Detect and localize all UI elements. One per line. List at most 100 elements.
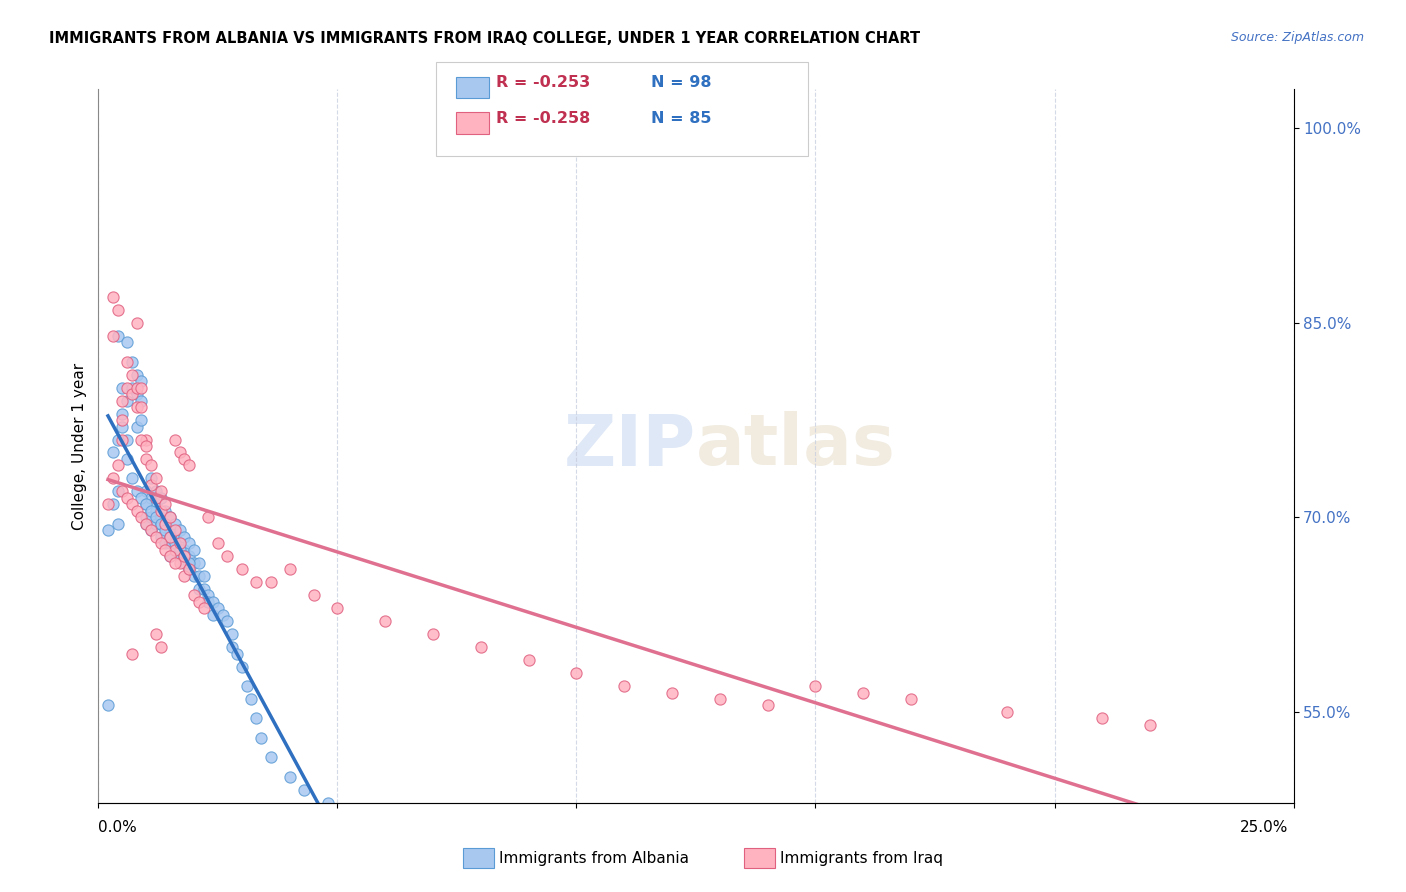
Point [121,471,143,485]
Point [145,510,167,524]
Point [211,607,233,622]
Point [163,530,186,544]
Point [245,575,267,590]
Point [145,627,167,641]
Point [159,510,181,524]
Point [145,497,167,511]
Point [139,524,162,538]
Point [756,698,779,713]
Point [316,796,339,810]
Point [111,381,134,395]
Y-axis label: College, Under 1 year: College, Under 1 year [72,362,87,530]
Point [278,770,301,784]
Point [135,497,157,511]
Point [202,595,225,609]
Point [111,433,134,447]
Text: R = -0.258: R = -0.258 [496,112,591,126]
Point [149,536,172,550]
Point [221,627,243,641]
Point [217,614,239,628]
Point [245,711,267,725]
Text: ZIP: ZIP [564,411,696,481]
Point [163,516,186,531]
Point [163,536,186,550]
Point [259,575,281,590]
Point [149,516,172,531]
Point [183,588,205,602]
Point [187,556,209,570]
Point [131,491,153,505]
Point [193,601,215,615]
Point [149,504,172,518]
Point [115,452,138,467]
Point [278,562,301,576]
Point [145,504,167,518]
Point [250,731,273,745]
Point [900,692,922,706]
Point [125,387,148,401]
Point [197,595,219,609]
Point [125,368,148,382]
Point [131,433,153,447]
Point [221,640,243,654]
Point [193,568,215,582]
Point [131,400,153,414]
Point [131,510,153,524]
Point [169,556,191,570]
Point [125,381,148,395]
Text: IMMIGRANTS FROM ALBANIA VS IMMIGRANTS FROM IRAQ COLLEGE, UNDER 1 YEAR CORRELATIO: IMMIGRANTS FROM ALBANIA VS IMMIGRANTS FR… [49,31,921,46]
Point [107,433,129,447]
Point [207,536,229,550]
Point [235,679,257,693]
Point [107,302,129,317]
Point [155,536,177,550]
Point [187,595,209,609]
Point [139,524,162,538]
Point [115,393,138,408]
Point [121,354,143,368]
Point [183,542,205,557]
Point [107,484,129,499]
Point [145,471,167,485]
Point [135,516,157,531]
Point [145,491,167,505]
Point [125,400,148,414]
Point [179,536,201,550]
Point [470,640,492,654]
Point [173,542,195,557]
Point [187,582,209,596]
Point [173,452,195,467]
Point [139,478,162,492]
Point [155,497,177,511]
Point [139,471,162,485]
Point [207,601,229,615]
Text: atlas: atlas [696,411,896,481]
Point [804,679,827,693]
Point [121,368,143,382]
Point [131,393,153,408]
Point [517,653,540,667]
Point [1091,711,1114,725]
Point [169,549,191,564]
Point [709,692,731,706]
Point [145,530,167,544]
Point [159,549,181,564]
Text: 25.0%: 25.0% [1240,821,1288,835]
Point [139,458,162,473]
Point [135,433,157,447]
Point [111,419,134,434]
Point [183,556,205,570]
Point [1139,718,1161,732]
Point [159,530,181,544]
Point [202,607,225,622]
Point [135,452,157,467]
Point [115,381,138,395]
Point [292,782,315,797]
Point [121,497,143,511]
Point [135,516,157,531]
Point [173,549,195,564]
Point [107,328,129,343]
Point [115,335,138,350]
Point [131,413,153,427]
Point [149,491,172,505]
